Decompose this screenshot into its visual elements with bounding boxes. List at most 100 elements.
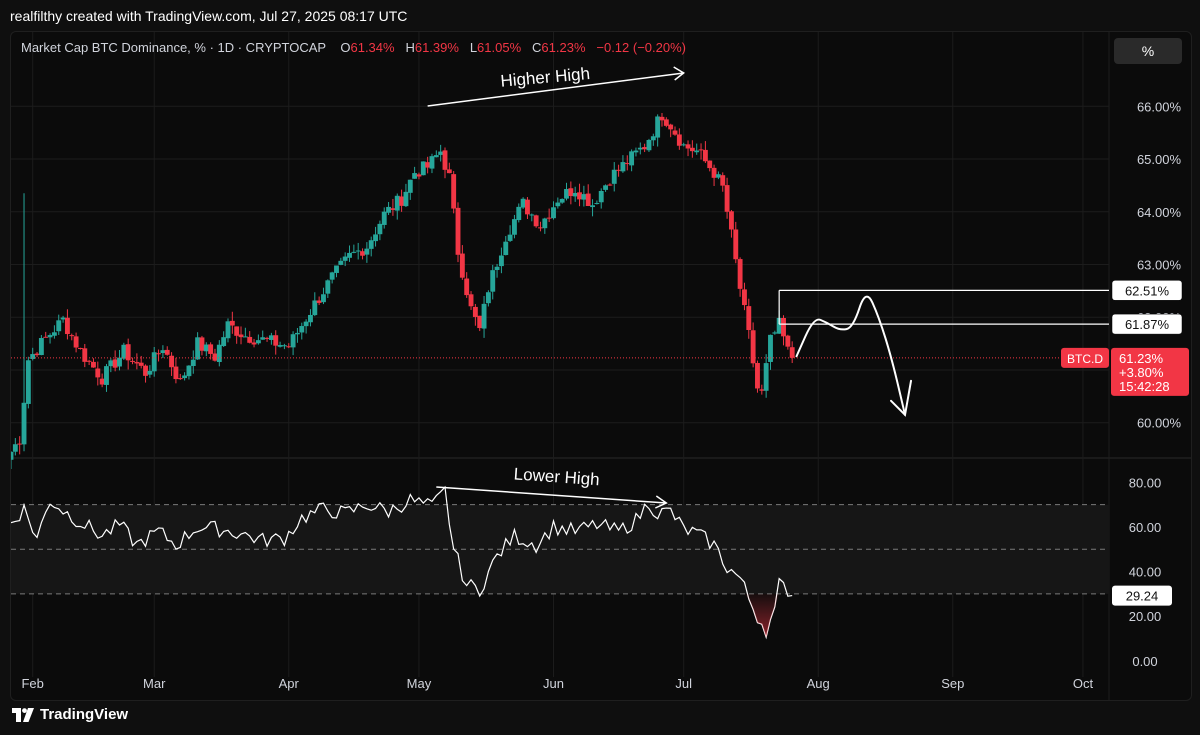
candle-body	[11, 451, 14, 460]
tradingview-logo-icon	[12, 707, 34, 722]
candle-body	[481, 303, 487, 329]
candle-body	[290, 334, 296, 348]
candle-body	[694, 150, 700, 153]
candle-body	[99, 378, 105, 385]
candle-body	[390, 208, 396, 210]
candle-body	[394, 195, 400, 211]
candle-body	[598, 190, 604, 203]
chart-canvas[interactable]: FebMarAprMayJunJulAugSepOct60.00%61.00%6…	[11, 32, 1191, 700]
candle-body	[624, 163, 630, 165]
candle-body	[607, 184, 613, 186]
candle-body	[533, 215, 539, 227]
tradingview-brand: TradingView	[40, 706, 129, 723]
candle-body	[663, 119, 669, 126]
candle-body	[125, 344, 131, 361]
candle-body	[325, 280, 331, 294]
y-tick-label: 66.00%	[1137, 99, 1182, 114]
high-value: 61.39%	[414, 40, 459, 55]
candle-body	[525, 199, 530, 215]
lower-high-arrow[interactable]	[436, 486, 667, 504]
candle-body	[312, 300, 318, 316]
y-tick-label: 64.00%	[1137, 205, 1182, 220]
candle-body	[564, 189, 569, 199]
candle-body	[12, 444, 18, 452]
candle-body	[56, 320, 62, 332]
higher-high-arrow[interactable]	[427, 72, 684, 107]
candle-body	[242, 336, 248, 338]
rsi-tick-label: 40.00	[1129, 565, 1162, 580]
candle-body	[672, 130, 678, 135]
symbol-name[interactable]: Market Cap BTC Dominance, % · 1D · CRYPT…	[21, 40, 326, 55]
candle-body	[720, 175, 726, 186]
candle-body	[755, 362, 760, 389]
lower-high-label: Lower High	[513, 464, 600, 489]
candle-body	[77, 347, 83, 349]
candle-body	[446, 169, 452, 174]
x-tick-label: Aug	[807, 676, 830, 691]
close-value: 61.23%	[541, 40, 586, 55]
candle-body	[360, 251, 365, 256]
y-tick-label: 63.00%	[1137, 258, 1182, 273]
candle-body	[130, 360, 135, 362]
candle-body	[711, 167, 717, 178]
candle-body	[637, 147, 643, 150]
candle-body	[86, 360, 92, 362]
candle-body	[594, 203, 600, 205]
candle-body	[238, 334, 244, 338]
price-tag-value: 61.23%	[1119, 351, 1164, 366]
candle-body	[620, 162, 626, 172]
candle-body	[772, 332, 778, 334]
candle-body	[442, 150, 448, 170]
candle-body	[186, 365, 192, 377]
candle-body	[334, 265, 339, 273]
candle-body	[468, 294, 474, 307]
level-label-text: 62.51%	[1125, 283, 1170, 298]
candle-body	[108, 360, 114, 367]
x-tick-label: Jul	[675, 676, 692, 691]
candle-body	[585, 193, 591, 207]
candle-body	[17, 443, 23, 445]
candle-body	[147, 370, 153, 375]
x-tick-label: Feb	[21, 676, 43, 691]
candle-body	[251, 342, 257, 345]
candle-body	[347, 252, 352, 258]
candle-body	[268, 335, 274, 340]
candle-body	[338, 260, 344, 265]
projected-path-sketch[interactable]	[795, 295, 907, 416]
chart-area[interactable]: FebMarAprMayJunJulAugSepOct60.00%61.00%6…	[10, 31, 1192, 701]
rsi-oversold-fill	[744, 593, 780, 638]
rsi-value-tag-text: 29.24	[1126, 589, 1159, 604]
candle-body	[364, 248, 370, 255]
candle-body	[685, 144, 691, 149]
candle-body	[490, 270, 496, 292]
candle-body	[507, 234, 513, 241]
candle-body	[308, 314, 313, 323]
candle-body	[629, 151, 635, 166]
candle-body	[633, 150, 639, 153]
level-label: 62.51%	[1111, 280, 1183, 301]
candle-body	[611, 169, 617, 184]
candle-body	[216, 344, 222, 363]
percent-scale-button[interactable]: %	[1114, 38, 1182, 64]
candle-body	[551, 207, 556, 219]
candle-body	[733, 229, 739, 260]
candle-body	[403, 191, 409, 207]
candle-body	[51, 332, 57, 336]
candle-body	[281, 345, 287, 347]
candle-body	[368, 240, 374, 249]
candle-body	[742, 289, 747, 306]
candle-body	[25, 360, 31, 404]
candle-body	[47, 335, 53, 338]
candle-body	[646, 140, 652, 151]
candle-body	[82, 348, 88, 362]
rsi-line[interactable]	[11, 485, 793, 640]
candle-body	[737, 259, 743, 289]
candle-body	[169, 355, 175, 368]
candle-body	[21, 402, 27, 445]
change-value: −0.12 (−0.20%)	[596, 40, 686, 55]
candle-body	[681, 144, 687, 146]
candle-body	[707, 160, 713, 169]
tradingview-footer[interactable]: TradingView	[12, 706, 128, 723]
candle-body	[151, 352, 157, 372]
price-tag-countdown: 15:42:28	[1119, 379, 1170, 394]
